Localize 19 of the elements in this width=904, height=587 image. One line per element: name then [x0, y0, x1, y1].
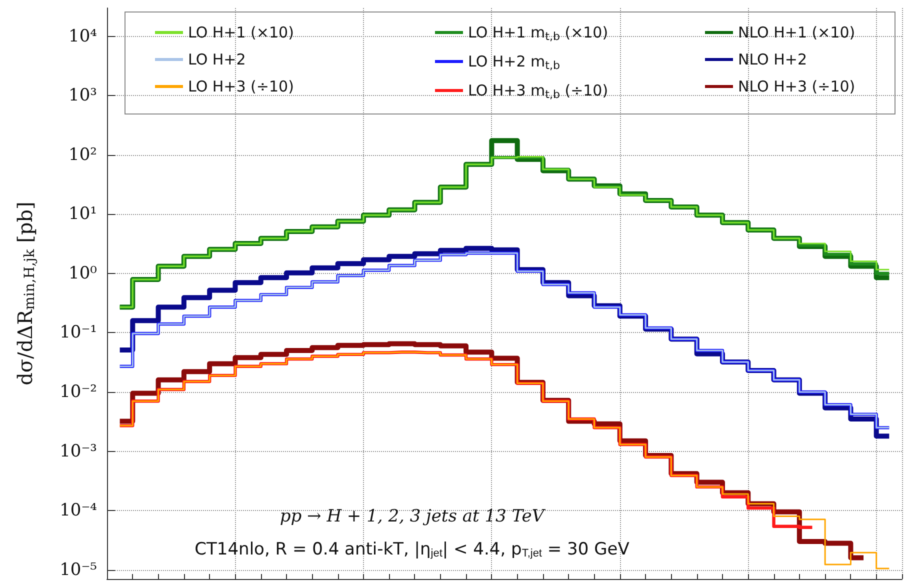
- y-tick-label: 10⁻⁵: [60, 560, 98, 580]
- y-axis-title: dσ/dΔRmin,H,jk [pb]: [13, 202, 38, 386]
- y-tick-label: 10⁻¹: [60, 322, 97, 343]
- y-tick-label: 10¹: [68, 204, 97, 224]
- y-tick-label: 10³: [68, 86, 97, 106]
- legend-label: NLO H+1 (×10): [738, 24, 856, 42]
- y-tick-label: 10⁻³: [60, 441, 97, 462]
- annotation: CT14nlo, R = 0.4 anti-kT, |ηjet| < 4.4, pT,jet = 30 GeV: [194, 540, 630, 560]
- y-tick-label: 10²: [68, 144, 97, 165]
- y-tick-label: 10⁻²: [60, 382, 97, 402]
- legend-label: NLO H+3 (÷10): [738, 78, 856, 96]
- legend-label: NLO H+2: [738, 50, 808, 68]
- legend-label: LO H+1 (×10): [188, 24, 294, 42]
- y-tick-label: 10⁻⁴: [60, 500, 98, 521]
- y-tick-label: 10⁰: [68, 263, 98, 284]
- legend-label: LO H+2: [188, 50, 246, 68]
- y-tick-label: 10⁴: [68, 26, 98, 46]
- legend-label: LO H+3 (÷10): [188, 78, 294, 96]
- annotation: pp → H + 1, 2, 3 jets at 13 TeV: [280, 506, 546, 526]
